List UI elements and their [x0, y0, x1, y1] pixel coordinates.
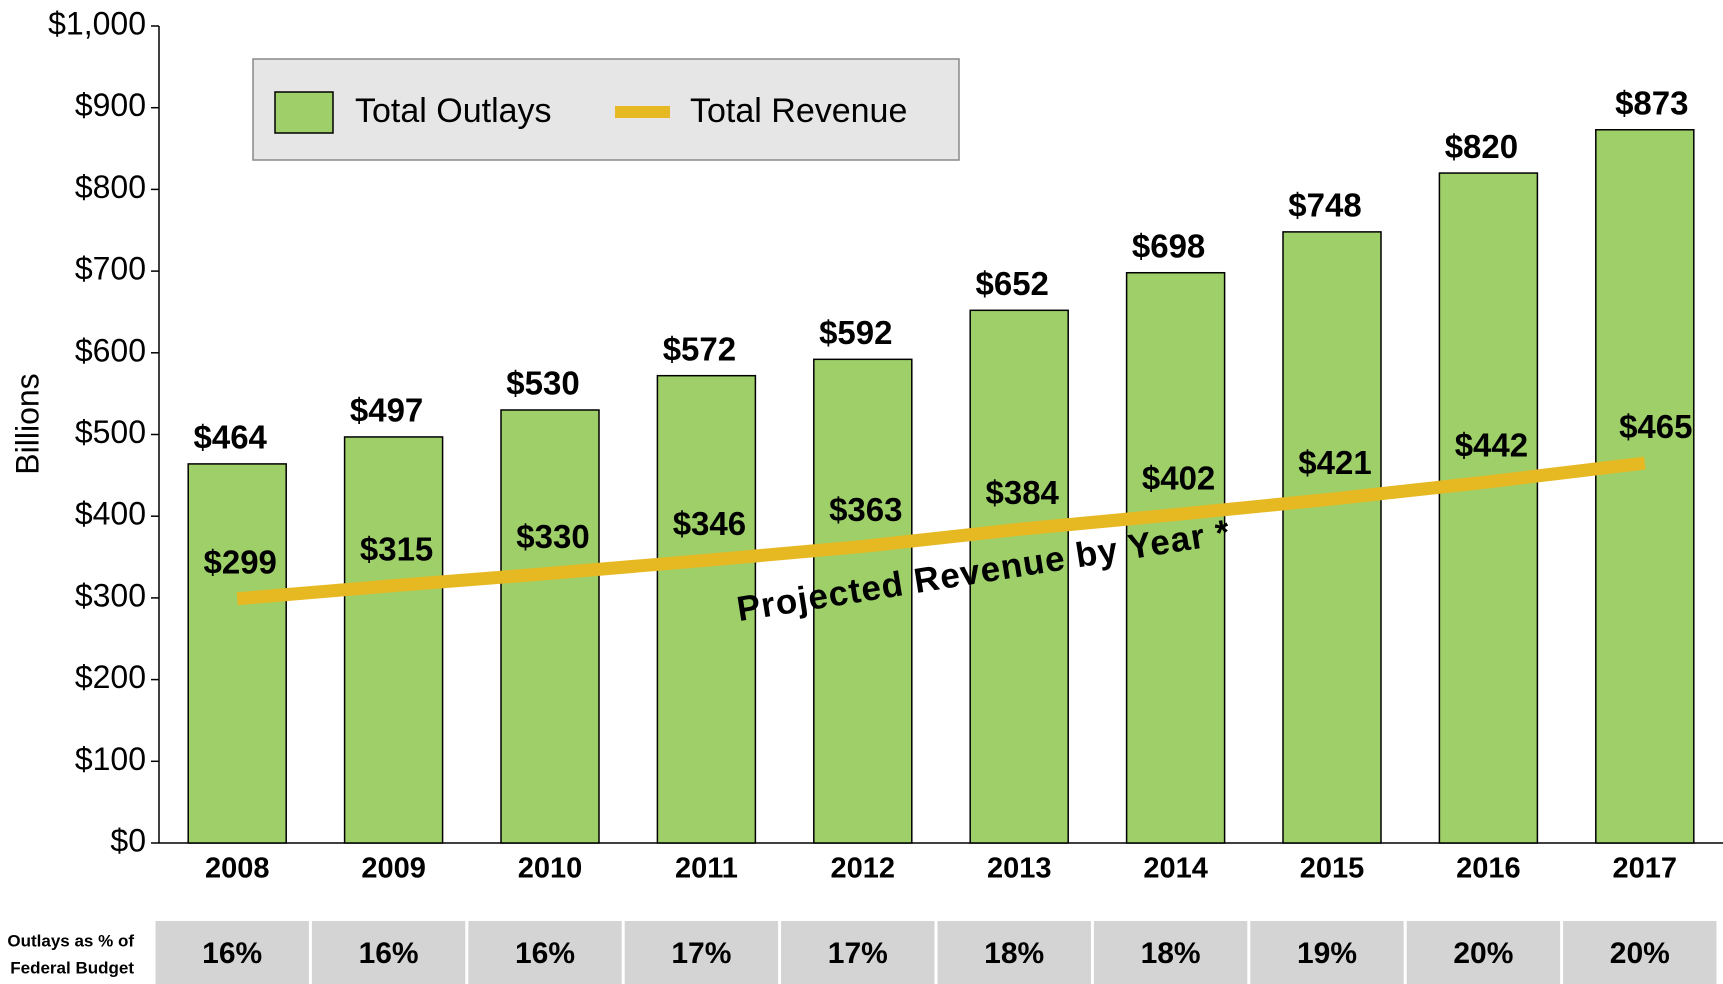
table-value: 16% [515, 937, 575, 970]
table-row-label: Federal Budget [10, 958, 134, 977]
table-value: 17% [671, 937, 731, 970]
x-tick-label: 2010 [518, 853, 583, 885]
table-cell [937, 921, 1091, 984]
bar [1282, 231, 1382, 844]
x-tick-label: 2013 [987, 853, 1052, 885]
table-cell [1406, 921, 1561, 984]
y-tick-label: $600 [75, 332, 146, 368]
table-row-label: Outlays as % of [7, 931, 134, 950]
table-cell [781, 921, 935, 984]
table-cell [468, 921, 622, 984]
legend-label: Total Outlays [355, 92, 552, 130]
x-tick-label: 2016 [1456, 853, 1521, 885]
bar [187, 463, 287, 844]
bar-value-label: $530 [506, 365, 579, 402]
y-tick-label: $800 [75, 169, 146, 205]
line-value-label: $299 [203, 543, 276, 580]
table-cell [1250, 921, 1404, 984]
y-tick-label: $500 [75, 414, 146, 450]
bar [1125, 271, 1226, 844]
y-tick-label: $200 [75, 659, 146, 695]
x-tick-label: 2008 [205, 853, 270, 885]
bar-value-label: $592 [819, 314, 892, 351]
y-tick-label: $100 [75, 741, 146, 777]
bar-value-label: $464 [193, 419, 267, 456]
line-value-label: $421 [1298, 444, 1371, 481]
bar-value-label: $652 [975, 265, 1048, 302]
y-tick-label: $700 [75, 251, 146, 287]
bar-value-label: $497 [350, 392, 423, 429]
x-tick-label: 2014 [1143, 853, 1208, 885]
y-tick-label: $300 [75, 577, 146, 613]
bar [343, 436, 444, 844]
line-value-label: $363 [829, 491, 902, 528]
y-tick-label: $400 [75, 496, 146, 532]
bar [813, 358, 913, 844]
table-value: 20% [1453, 937, 1513, 970]
y-axis-label: Billions [9, 373, 45, 474]
table-cell [1563, 921, 1717, 984]
bar-value-label: $572 [663, 330, 736, 367]
table-value: 18% [1141, 937, 1201, 970]
table-value: 17% [828, 937, 888, 970]
bar [969, 309, 1069, 844]
line-value-label: $402 [1142, 459, 1215, 496]
table-value: 20% [1610, 937, 1670, 970]
table-value: 18% [984, 937, 1044, 970]
line-value-label: $384 [985, 474, 1059, 511]
y-tick-label: $1,000 [48, 5, 146, 41]
bar-value-label: $873 [1615, 84, 1688, 121]
y-tick-label: $900 [75, 87, 146, 123]
line-value-label: $315 [360, 530, 433, 567]
x-tick-label: 2017 [1613, 853, 1678, 885]
revenue-line [236, 456, 1646, 606]
legend-swatch [274, 91, 334, 134]
legend-box [252, 58, 960, 161]
line-value-label: $442 [1455, 427, 1528, 464]
bar-value-label: $698 [1132, 227, 1205, 264]
x-tick-label: 2011 [675, 853, 738, 885]
x-tick-label: 2015 [1300, 853, 1365, 885]
table-value: 16% [359, 937, 419, 970]
bar-value-label: $820 [1445, 128, 1518, 165]
legend-label: Total Revenue [690, 92, 907, 130]
line-value-label: $346 [673, 505, 746, 542]
line-value-label: $330 [516, 518, 589, 555]
bar-value-label: $748 [1288, 187, 1361, 224]
table-cell [155, 921, 309, 984]
bar [656, 374, 757, 844]
x-tick-label: 2009 [361, 853, 426, 885]
table-value: 19% [1297, 937, 1357, 970]
bar [1438, 172, 1539, 844]
table-cell [311, 921, 466, 984]
bar [500, 409, 600, 844]
x-tick-label: 2012 [831, 853, 896, 885]
y-tick-label: $0 [110, 822, 146, 858]
bar [1595, 129, 1695, 844]
table-cell [624, 921, 779, 984]
table-value: 16% [202, 937, 262, 970]
line-value-label: $465 [1619, 408, 1692, 445]
table-cell [1093, 921, 1248, 984]
